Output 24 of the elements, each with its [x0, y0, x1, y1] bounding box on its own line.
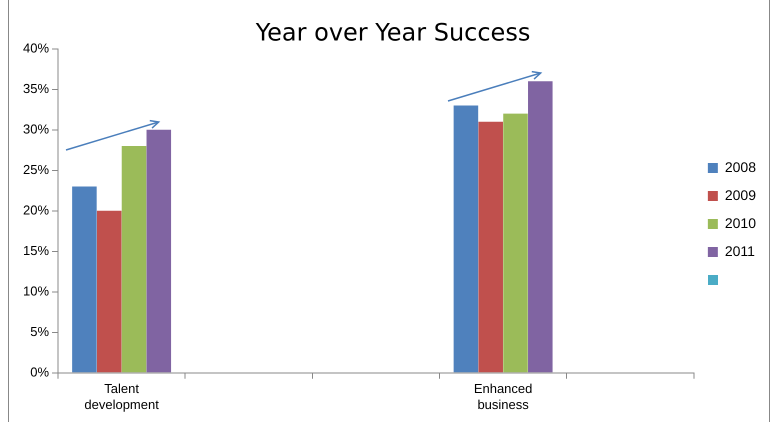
- legend-label: 2010: [724, 214, 756, 231]
- bar: [528, 81, 553, 372]
- legend-label: 2009: [724, 186, 756, 203]
- y-tick-label: 40%: [22, 40, 50, 56]
- y-tick-label: 35%: [22, 80, 50, 96]
- y-tick-label: 20%: [22, 202, 50, 218]
- bar: [96, 210, 122, 372]
- y-tick-label: 10%: [22, 283, 50, 298]
- chart-title: Year over Year Success: [254, 18, 530, 47]
- bar: [478, 122, 503, 372]
- legend-label: 2008: [724, 158, 756, 175]
- x-tick-label: Enhanced business: [474, 381, 532, 412]
- y-tick-label: 30%: [22, 121, 50, 136]
- legend-label: 2011: [724, 242, 756, 259]
- bar: [72, 186, 97, 372]
- bar: [454, 106, 478, 372]
- y-tick-label: 25%: [22, 162, 50, 177]
- bar: [503, 114, 528, 372]
- bar: [146, 130, 172, 372]
- bar: [122, 146, 146, 372]
- x-tick-label: Talent development: [84, 381, 160, 412]
- y-tick-label: 15%: [22, 242, 50, 258]
- y-tick-label: 0%: [30, 364, 50, 380]
- y-tick-label: 5%: [30, 324, 50, 339]
